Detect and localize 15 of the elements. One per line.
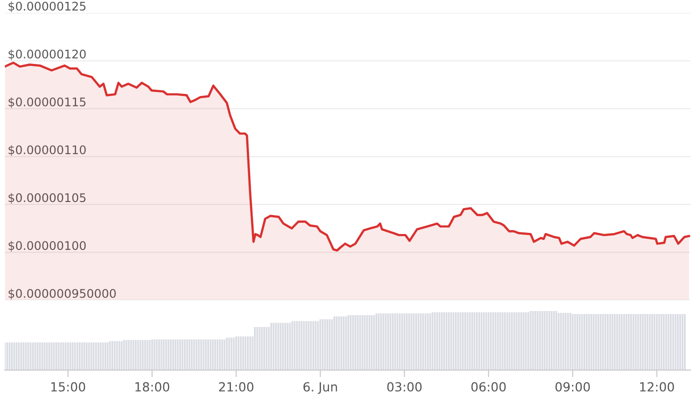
y-tick-label: $0.00000105 (8, 193, 86, 204)
x-tick-label: 18:00 (135, 382, 170, 392)
y-tick-label: $0.000000950000 (8, 288, 116, 300)
x-tick-label: 03:00 (387, 382, 422, 392)
x-tick-label: 06:00 (471, 382, 506, 392)
y-tick-label: $0.00000120 (8, 49, 86, 60)
y-tick-label: $0.00000125 (8, 2, 86, 12)
x-tick-label: 21:00 (219, 382, 254, 392)
x-tick-label: 09:00 (555, 382, 590, 392)
y-tick-label: $0.00000115 (8, 97, 86, 108)
x-tick-label: 12:00 (640, 382, 674, 392)
x-tick-label: 6. Jun (303, 382, 337, 394)
y-tick-label: $0.00000110 (8, 145, 86, 156)
x-tick-label: 15:00 (51, 382, 86, 392)
y-tick-label: $0.00000100 (8, 240, 86, 252)
